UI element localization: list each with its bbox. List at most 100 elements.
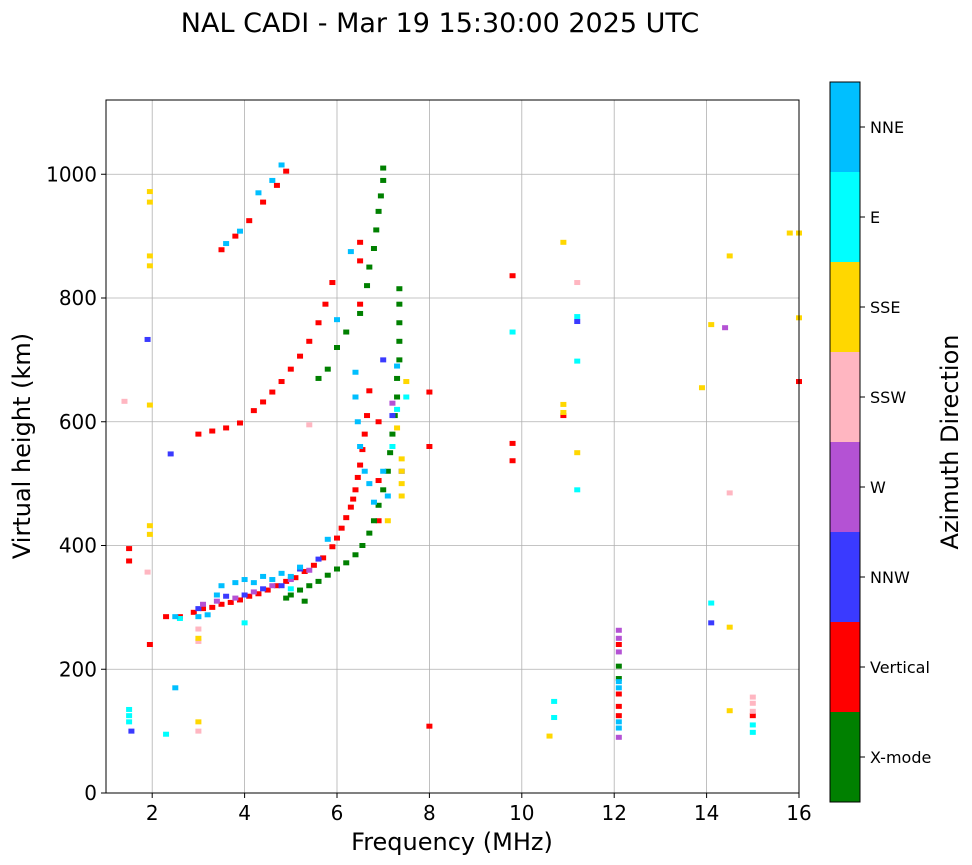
data-point-w: [722, 325, 729, 331]
data-point-vertical: [250, 408, 257, 414]
data-point-ssw: [749, 694, 756, 700]
colorbar-swatch: [830, 352, 860, 442]
data-point-x-mode: [343, 560, 350, 566]
data-point-nne: [615, 679, 622, 685]
data-point-x-mode: [334, 345, 340, 350]
data-point-nne: [384, 493, 391, 499]
data-point-sse: [394, 425, 401, 431]
data-point-x-mode: [370, 518, 377, 524]
data-point-sse: [146, 199, 153, 205]
data-point-w: [287, 577, 294, 583]
data-point-x-mode: [315, 578, 322, 584]
data-point-vertical: [126, 546, 133, 552]
data-point-vertical: [218, 601, 225, 607]
data-point-nne: [370, 499, 377, 505]
data-point-vertical: [232, 233, 239, 239]
y-tick-label: 400: [59, 534, 97, 558]
data-point-nne: [334, 317, 340, 323]
data-point-e: [126, 706, 133, 712]
data-point-nne: [255, 190, 262, 196]
x-tick-label: 8: [423, 801, 436, 825]
data-point-w: [615, 734, 622, 740]
data-point-sse: [786, 230, 793, 236]
data-point-x-mode: [389, 431, 396, 437]
colorbar-category-label: Vertical: [870, 658, 930, 677]
data-point-vertical: [426, 444, 433, 449]
data-point-vertical: [218, 247, 225, 253]
colorbar-category-label: X-mode: [870, 748, 931, 767]
data-point-vertical: [260, 399, 267, 405]
x-axis-ticks: 2 4 6 8 10 12 14 16: [146, 793, 812, 825]
data-point-sse: [398, 481, 405, 487]
x-tick-label: 16: [786, 801, 811, 825]
data-point-nne: [615, 719, 622, 725]
data-point-sse: [195, 635, 202, 641]
x-tick-label: 4: [238, 801, 251, 825]
data-point-vertical: [209, 428, 216, 434]
data-point-sse: [146, 263, 153, 269]
data-point-x-mode: [306, 583, 313, 589]
data-point-w: [232, 595, 239, 601]
data-point-nne: [287, 573, 294, 579]
data-point-vertical: [615, 691, 622, 697]
data-point-vertical: [297, 353, 304, 359]
colorbar-category-label: NNW: [870, 568, 910, 587]
data-point-nne: [352, 369, 359, 375]
colorbar-category-label: NNE: [870, 118, 904, 137]
data-point-vertical: [163, 614, 170, 620]
data-point-nnw: [389, 413, 396, 419]
data-point-nnw: [574, 319, 581, 325]
data-point-vertical: [269, 389, 276, 395]
data-point-x-mode: [357, 310, 364, 316]
data-point-x-mode: [283, 595, 290, 601]
data-point-vertical: [426, 723, 433, 729]
x-tick-label: 14: [694, 801, 719, 825]
data-point-ssw: [195, 626, 202, 632]
data-point-x-mode: [380, 177, 387, 183]
data-point-nne: [172, 685, 179, 691]
data-point-x-mode: [352, 552, 359, 558]
colorbar-swatch: [830, 442, 860, 532]
data-point-w: [269, 583, 276, 589]
data-point-x-mode: [324, 572, 331, 578]
data-point-x-mode: [377, 193, 384, 199]
x-tick-label: 6: [331, 801, 344, 825]
data-point-e: [574, 487, 581, 493]
data-point-vertical: [320, 555, 327, 561]
data-point-x-mode: [387, 450, 394, 456]
data-point-nnw: [708, 620, 715, 626]
data-point-nne: [347, 249, 354, 255]
data-point-x-mode: [324, 366, 331, 372]
data-point-e: [126, 719, 133, 725]
data-point-vertical: [126, 558, 133, 564]
data-point-sse: [195, 719, 202, 725]
data-point-x-mode: [301, 598, 308, 604]
data-point-nne: [260, 573, 267, 579]
data-point-nne: [366, 481, 373, 487]
data-point-e: [394, 406, 401, 412]
data-point-nnw: [278, 583, 285, 589]
data-point-vertical: [246, 218, 253, 224]
data-point-nne: [324, 536, 331, 542]
data-point-e: [176, 616, 183, 622]
data-point-sse: [403, 379, 410, 385]
colorbar: X-mode Vertical NNW W SSW SSE E NNE: [829, 81, 931, 803]
data-point-nne: [269, 177, 276, 183]
grid-lines: [106, 100, 800, 794]
data-point-x-mode: [366, 264, 373, 270]
data-point-sse: [560, 401, 567, 407]
data-point-vertical: [357, 301, 364, 307]
data-point-x-mode: [334, 566, 340, 572]
data-point-nnw: [144, 336, 151, 342]
data-point-nne: [361, 468, 368, 474]
data-point-vertical: [375, 419, 382, 425]
plot-frame: [105, 99, 800, 794]
x-tick-label: 12: [601, 801, 626, 825]
data-point-vertical: [615, 713, 622, 719]
data-point-x-mode: [396, 286, 403, 292]
data-point-nne: [278, 570, 285, 576]
data-point-nnw: [195, 606, 202, 612]
data-point-vertical: [322, 301, 329, 307]
data-point-vertical: [426, 389, 433, 395]
data-point-w: [615, 627, 622, 633]
